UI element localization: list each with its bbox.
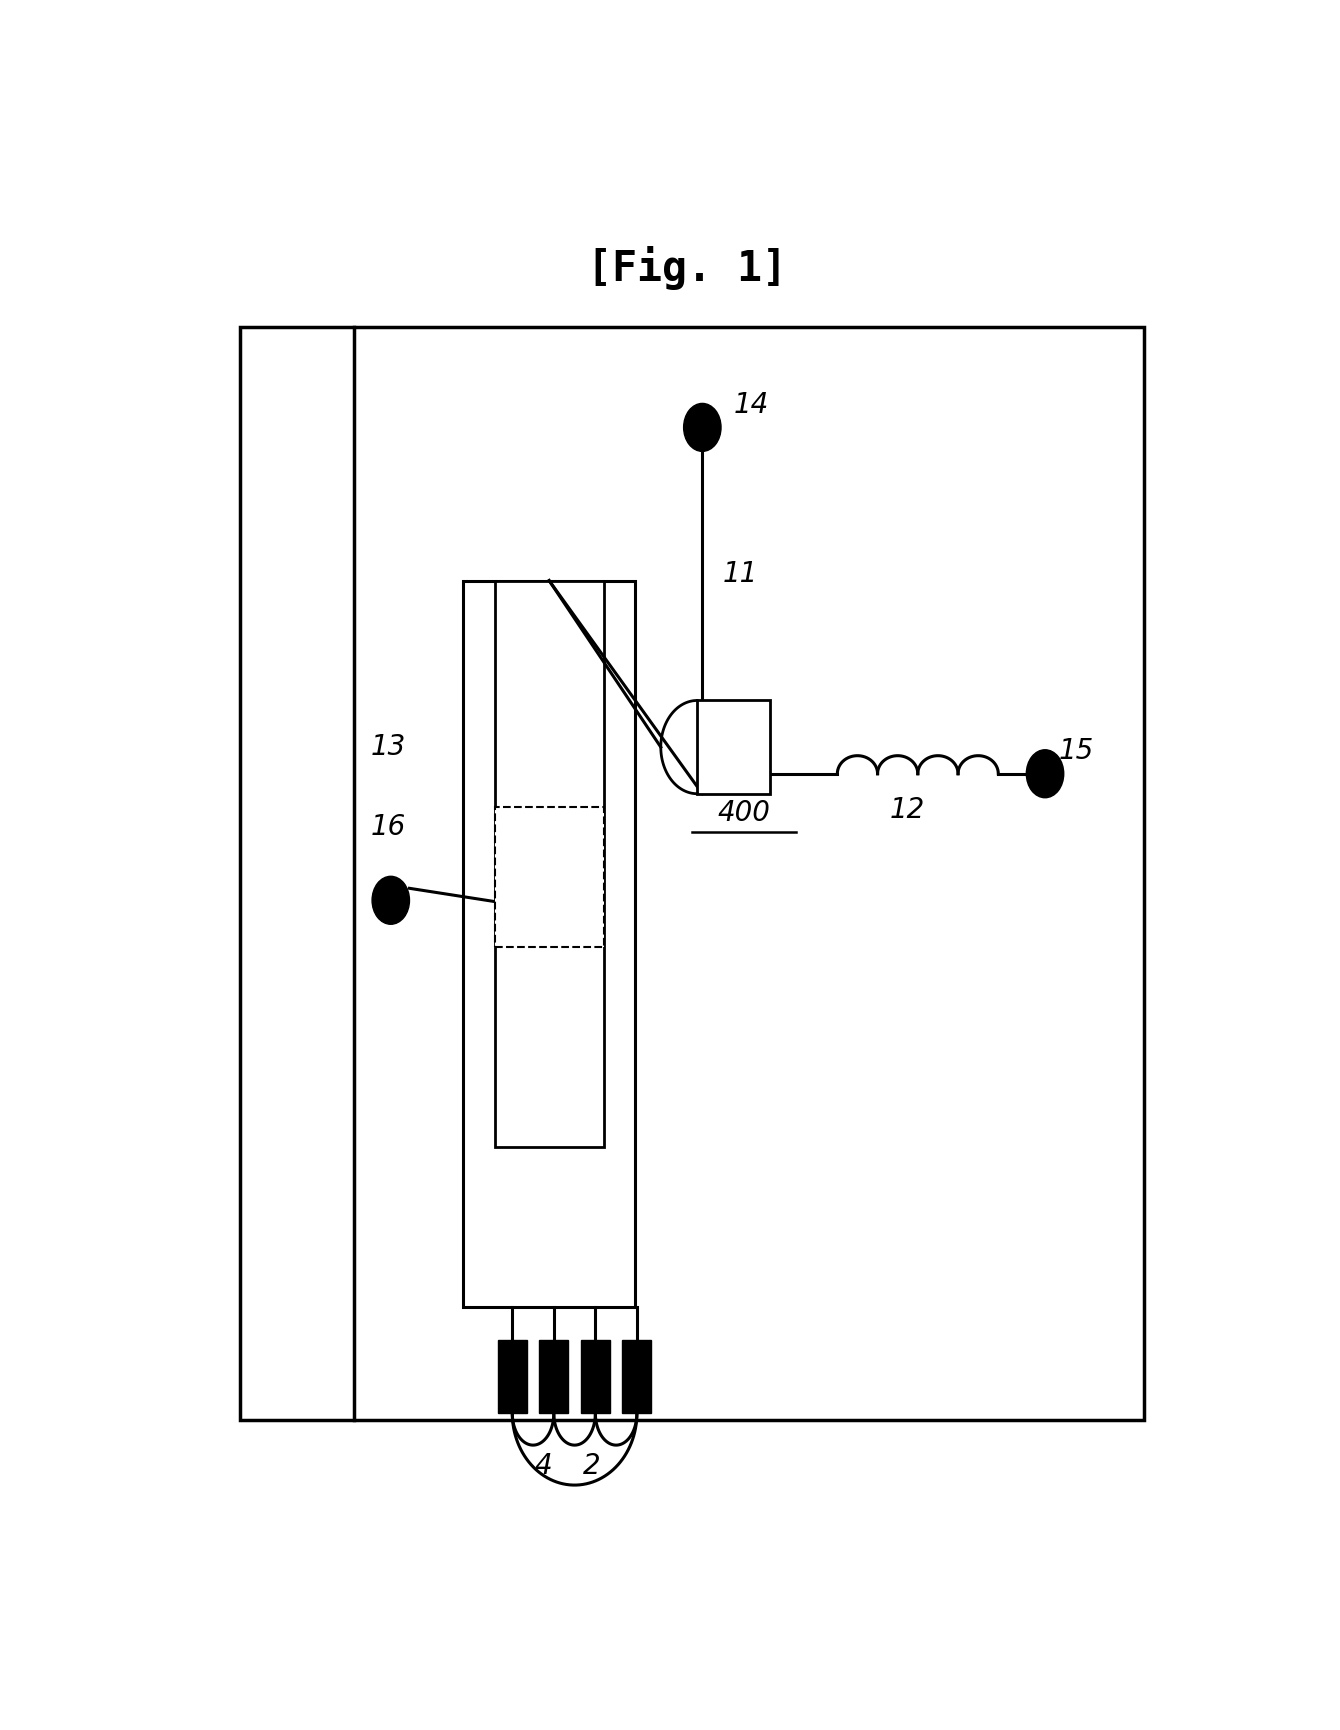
Text: 2: 2 <box>583 1453 600 1481</box>
Bar <box>497 1339 527 1413</box>
Circle shape <box>683 403 721 452</box>
Text: 11: 11 <box>724 561 758 588</box>
Circle shape <box>1026 749 1064 798</box>
Bar <box>240 327 1143 1420</box>
Bar <box>622 1339 651 1413</box>
Bar <box>539 1339 568 1413</box>
Circle shape <box>373 877 410 924</box>
Bar <box>580 1339 610 1413</box>
Bar <box>494 806 603 946</box>
Text: 16: 16 <box>371 813 406 841</box>
Bar <box>697 701 769 794</box>
Bar <box>464 581 635 1306</box>
Text: 400: 400 <box>717 799 770 827</box>
Text: 12: 12 <box>890 796 925 823</box>
Text: 200: 200 <box>531 633 583 661</box>
Bar <box>494 581 603 1147</box>
Text: [Fig. 1]: [Fig. 1] <box>587 246 787 289</box>
Text: 13: 13 <box>371 734 406 761</box>
Text: 15: 15 <box>1059 737 1093 765</box>
Text: 14: 14 <box>733 391 769 419</box>
Text: 4: 4 <box>535 1453 552 1481</box>
